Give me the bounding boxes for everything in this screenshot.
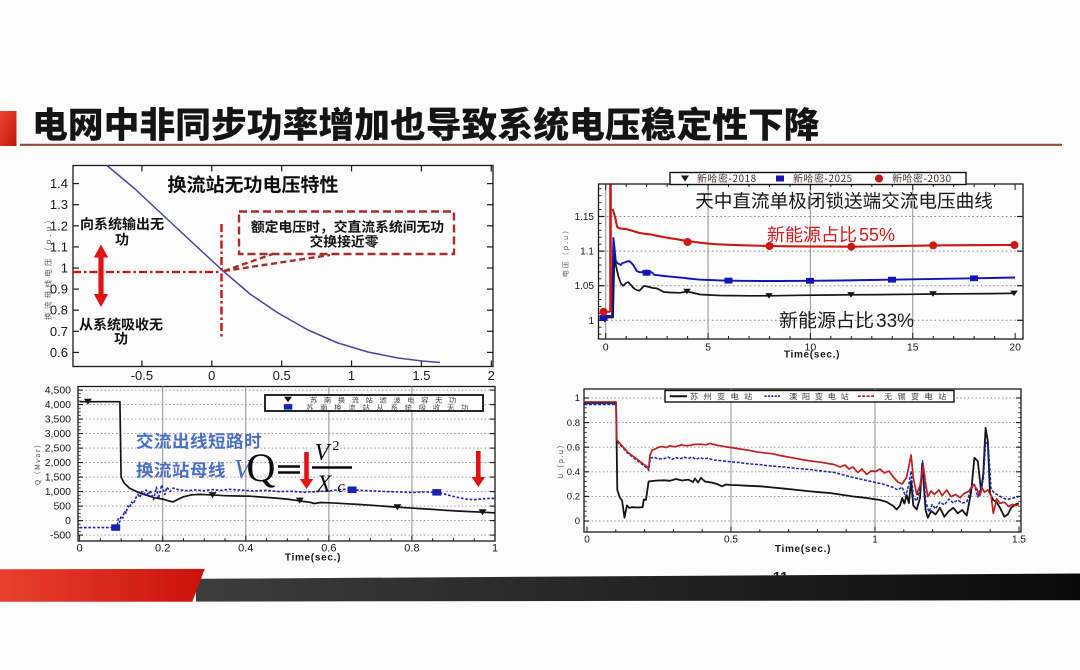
svg-text:0: 0	[65, 515, 71, 527]
svg-text:0: 0	[208, 368, 215, 383]
svg-text:0.8: 0.8	[404, 543, 419, 555]
svg-text:Time(sec.): Time(sec.)	[784, 350, 840, 361]
svg-text:0.6: 0.6	[50, 345, 68, 360]
svg-text:4,000: 4,000	[45, 399, 71, 411]
svg-text:500: 500	[53, 501, 71, 513]
svg-text:0.4: 0.4	[567, 467, 580, 478]
svg-text:1: 1	[348, 368, 355, 383]
svg-text:1.5: 1.5	[412, 368, 430, 383]
svg-text:1.5: 1.5	[1012, 535, 1026, 546]
svg-text:1,500: 1,500	[45, 472, 71, 484]
svg-text:1.15: 1.15	[575, 212, 595, 223]
svg-text:3,000: 3,000	[45, 428, 71, 440]
svg-text:V: V	[315, 440, 332, 466]
svg-text:2,000: 2,000	[45, 457, 71, 469]
svg-text:0.6: 0.6	[321, 543, 336, 555]
svg-text:1: 1	[575, 393, 580, 404]
svg-text:0.9: 0.9	[50, 282, 68, 297]
svg-text:5: 5	[705, 342, 711, 354]
svg-text:2: 2	[488, 368, 495, 383]
svg-text:4,500: 4,500	[45, 385, 71, 397]
svg-text:-500: -500	[50, 530, 71, 542]
svg-text:0.5: 0.5	[724, 535, 738, 546]
svg-text:0.4: 0.4	[238, 543, 253, 555]
svg-text:0: 0	[77, 543, 83, 555]
svg-text:c: c	[337, 477, 345, 496]
svg-text:1: 1	[872, 535, 878, 546]
svg-text:0.8: 0.8	[50, 303, 68, 318]
svg-text:55%: 55%	[859, 225, 895, 245]
svg-text:1.1: 1.1	[580, 247, 594, 258]
svg-text:3,500: 3,500	[45, 414, 71, 426]
svg-text:V: V	[234, 454, 254, 484]
svg-text:0.5: 0.5	[273, 368, 291, 383]
svg-text:X: X	[316, 472, 333, 498]
svg-text:1: 1	[61, 261, 68, 276]
svg-text:1.1: 1.1	[50, 239, 68, 254]
svg-text:1: 1	[588, 316, 594, 327]
svg-text:0.7: 0.7	[50, 324, 68, 339]
svg-text:Q: Q	[247, 445, 276, 490]
svg-text:1,000: 1,000	[45, 486, 71, 498]
svg-text:1.3: 1.3	[50, 197, 68, 212]
svg-text:0: 0	[603, 342, 609, 354]
svg-text:Time(sec.): Time(sec.)	[285, 553, 341, 564]
svg-text:15: 15	[907, 342, 919, 354]
svg-text:0: 0	[575, 516, 580, 527]
svg-text:0.2: 0.2	[155, 543, 170, 555]
svg-text:0.6: 0.6	[567, 442, 580, 453]
svg-text:-0.5: -0.5	[131, 368, 153, 383]
svg-text:20: 20	[1009, 342, 1021, 354]
svg-text:Time(sec.): Time(sec.)	[775, 544, 831, 555]
svg-text:1.4: 1.4	[50, 176, 68, 191]
svg-text:0.2: 0.2	[567, 492, 580, 503]
svg-text:1: 1	[492, 543, 498, 555]
svg-text:11: 11	[773, 570, 788, 586]
svg-text:2: 2	[333, 439, 340, 454]
svg-text:10: 10	[805, 342, 817, 354]
svg-text:0: 0	[584, 535, 590, 546]
svg-text:1.2: 1.2	[50, 218, 68, 233]
svg-text:1.05: 1.05	[575, 281, 595, 292]
svg-text:0.8: 0.8	[567, 418, 580, 429]
svg-text:2,500: 2,500	[45, 443, 71, 455]
svg-text:33%: 33%	[876, 311, 914, 332]
